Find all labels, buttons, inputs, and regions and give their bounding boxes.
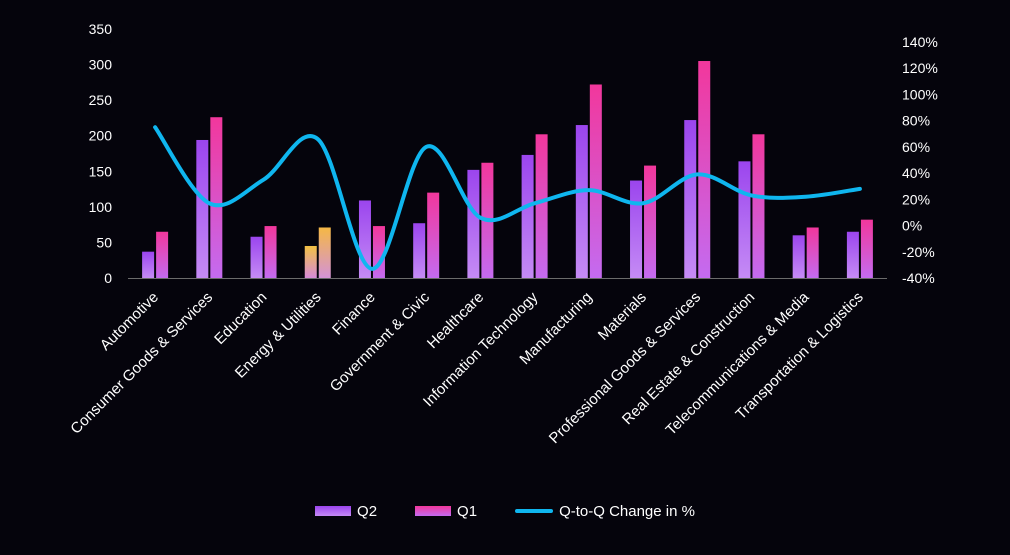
y2-tick-label: -20% xyxy=(902,244,935,260)
y2-tick-label: 40% xyxy=(902,165,930,181)
legend-swatch-q2 xyxy=(315,506,352,516)
bar-q2[interactable] xyxy=(521,154,534,278)
y2-tick-label: -40% xyxy=(902,270,935,286)
y2-tick-label: 100% xyxy=(902,86,938,102)
bar-q1[interactable] xyxy=(535,134,548,278)
right-axis: -40% -20% 0% 20% 40% 60% 80% 100% 120% 140% xyxy=(902,34,938,286)
y-tick-label: 50 xyxy=(96,234,112,250)
y-tick-label: 300 xyxy=(89,57,113,73)
left-axis: 0 50 100 150 200 250 300 350 xyxy=(89,21,887,286)
y-tick-label: 200 xyxy=(89,128,113,144)
bar-q2[interactable] xyxy=(304,245,317,278)
bar-series xyxy=(142,61,873,279)
legend-label-q1: Q1 xyxy=(457,502,478,520)
y2-tick-label: 80% xyxy=(902,113,930,129)
y-tick-label: 350 xyxy=(89,21,113,37)
y2-tick-label: 60% xyxy=(902,139,930,155)
y-tick-label: 150 xyxy=(89,163,113,179)
bar-q1[interactable] xyxy=(156,231,169,278)
y2-tick-label: 140% xyxy=(902,34,938,50)
bar-q2[interactable] xyxy=(792,235,805,278)
legend-swatch-q1 xyxy=(415,506,452,516)
bar-q1[interactable] xyxy=(644,165,657,278)
bar-q2[interactable] xyxy=(467,169,480,278)
bar-q2[interactable] xyxy=(846,231,859,278)
bar-q2[interactable] xyxy=(142,251,155,278)
bar-q1[interactable] xyxy=(698,61,711,279)
y2-tick-label: 20% xyxy=(902,191,930,207)
bar-q2[interactable] xyxy=(575,125,588,279)
line-q-to-q-change[interactable] xyxy=(153,125,862,271)
legend-swatch-line xyxy=(515,509,554,513)
legend-label-change: Q-to-Q Change in % xyxy=(559,502,695,520)
line-series xyxy=(153,125,862,271)
legend-item-change[interactable]: Q-to-Q Change in % xyxy=(515,503,695,520)
y-tick-label: 100 xyxy=(89,199,113,215)
x-tick-label: Government & Civic xyxy=(327,288,434,395)
legend-item-q2[interactable]: Q2 xyxy=(315,503,377,520)
bar-q2[interactable] xyxy=(630,180,643,278)
legend-item-q1[interactable]: Q1 xyxy=(415,503,477,520)
bar-q1[interactable] xyxy=(860,219,873,278)
bar-q2[interactable] xyxy=(196,139,209,278)
bar-q1[interactable] xyxy=(210,117,223,279)
bar-q2[interactable] xyxy=(738,161,751,278)
bar-q1[interactable] xyxy=(589,84,602,279)
bar-q2[interactable] xyxy=(413,223,426,278)
legend: Q2 Q1 Q-to-Q Change in % xyxy=(0,499,1010,523)
y2-tick-label: 120% xyxy=(902,60,938,76)
bar-q1[interactable] xyxy=(806,227,819,278)
x-tick-label: Materials xyxy=(595,289,650,344)
bar-q1[interactable] xyxy=(264,226,277,278)
x-tick-label: Finance xyxy=(329,289,379,339)
bar-q1[interactable] xyxy=(318,227,331,278)
y-tick-label: 250 xyxy=(89,92,113,108)
y-tick-label: 0 xyxy=(104,270,112,286)
legend-label-q2: Q2 xyxy=(357,502,378,520)
bar-q1[interactable] xyxy=(427,192,440,278)
bar-q2[interactable] xyxy=(684,120,697,278)
y2-tick-label: 0% xyxy=(902,218,922,234)
bar-q1[interactable] xyxy=(752,134,765,278)
bar-q2[interactable] xyxy=(250,236,263,278)
